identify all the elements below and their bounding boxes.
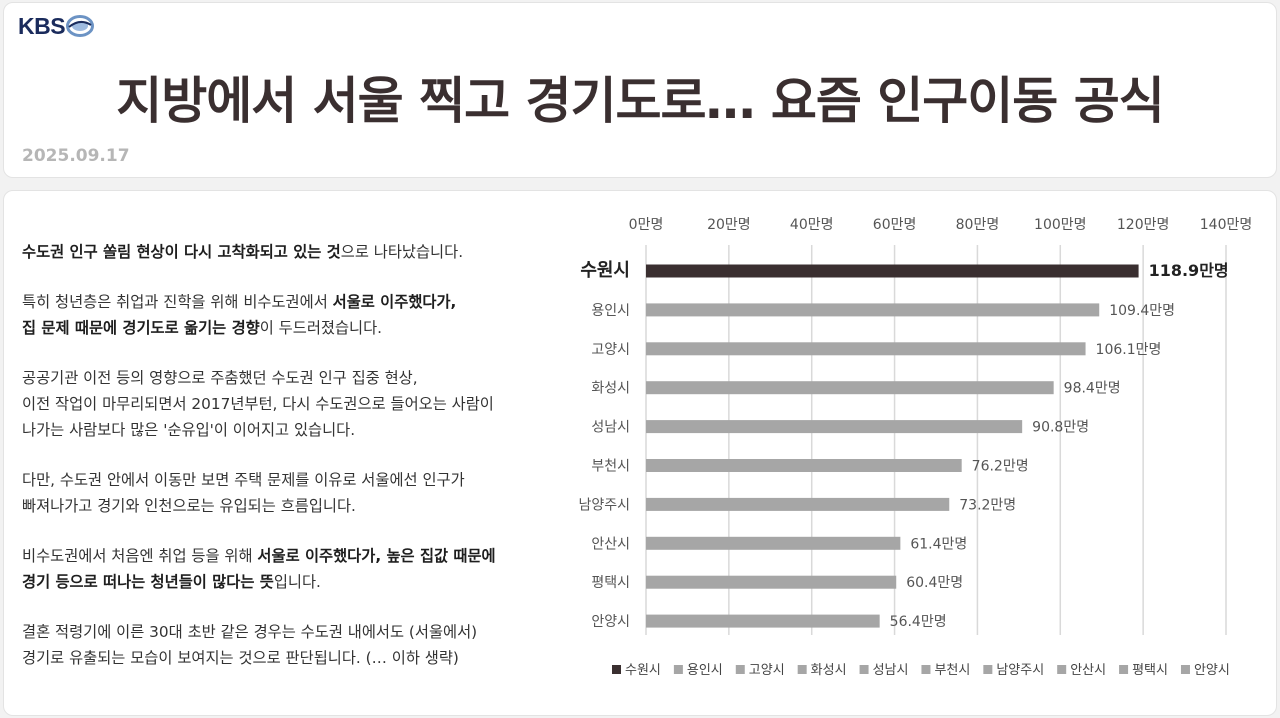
bar bbox=[646, 575, 897, 589]
emphasis-text: 집 문제 때문에 경기도로 옮기는 경향 bbox=[22, 319, 260, 337]
bar bbox=[646, 303, 1100, 317]
header-card: KBS 지방에서 서울 찍고 경기도로… 요즘 인구이동 공식 2025.09.… bbox=[3, 2, 1277, 178]
category-label: 부천시 bbox=[591, 459, 630, 475]
legend-swatch bbox=[1119, 665, 1129, 674]
paragraph-text: 다만, 수도권 안에서 이동만 보면 주택 문제를 이유로 서울에선 인구가 bbox=[22, 471, 465, 489]
value-label: 90.8만명 bbox=[1032, 420, 1089, 436]
bar bbox=[646, 614, 880, 628]
legend-swatch bbox=[735, 665, 745, 674]
value-label: 98.4만명 bbox=[1064, 381, 1121, 397]
bar bbox=[646, 497, 950, 511]
x-tick-label: 140만명 bbox=[1200, 217, 1252, 233]
legend-label: 화성시 bbox=[811, 663, 847, 678]
legend-label: 고양시 bbox=[749, 663, 785, 678]
x-tick-label: 20만명 bbox=[707, 217, 751, 233]
article-paragraph: 비수도권에서 처음엔 취업 등을 위해 서울로 이주했다가, 높은 집값 때문에… bbox=[22, 543, 552, 595]
legend-label: 수원시 bbox=[625, 663, 661, 678]
article-paragraph: 특히 청년층은 취업과 진학을 위해 비수도권에서 서울로 이주했다가, 집 문제… bbox=[22, 289, 552, 341]
legend-label: 안산시 bbox=[1070, 663, 1106, 678]
article-paragraph: 수도권 인구 쏠림 현상이 다시 고착화되고 있는 것으로 나타났습니다. bbox=[22, 239, 552, 265]
legend-swatch bbox=[859, 665, 869, 674]
paragraph-text: 공공기관 이전 등의 영향으로 주춤했던 수도권 인구 집중 현상, bbox=[22, 369, 418, 387]
paragraph-text: 비수도권에서 처음엔 취업 등을 위해 bbox=[22, 547, 258, 565]
emphasis-text: 서울로 이주했다가, 높은 집값 때문에 bbox=[257, 547, 496, 565]
article-card: 수도권 인구 쏠림 현상이 다시 고착화되고 있는 것으로 나타났습니다. 특히 … bbox=[3, 190, 1277, 716]
kbs-logo[interactable]: KBS bbox=[18, 12, 95, 40]
value-label: 118.9만명 bbox=[1149, 261, 1229, 280]
bar bbox=[646, 459, 962, 472]
emphasis-text: 수도권 인구 쏠림 현상이 다시 고착화되고 있는 것 bbox=[22, 243, 341, 261]
emphasis-text: 서울로 이주했다가, bbox=[332, 293, 457, 311]
bar bbox=[646, 381, 1054, 395]
bar bbox=[646, 342, 1086, 356]
paragraph-text: 경기로 유출되는 모습이 보여지는 것으로 판단됩니다. (… 이하 생략) bbox=[22, 649, 459, 667]
category-label: 성남시 bbox=[591, 420, 630, 436]
x-tick-label: 120만명 bbox=[1117, 217, 1169, 233]
category-label: 안양시 bbox=[591, 614, 630, 630]
x-tick-label: 0만명 bbox=[629, 217, 664, 233]
kbs-logo-mark-icon bbox=[66, 15, 95, 37]
emphasis-text: 경기 등으로 떠나는 청년들이 많다는 뜻 bbox=[22, 573, 274, 591]
value-label: 106.1만명 bbox=[1096, 342, 1162, 358]
paragraph-text: 특히 청년층은 취업과 진학을 위해 비수도권에서 bbox=[22, 293, 333, 311]
value-label: 109.4만명 bbox=[1109, 303, 1175, 319]
category-label: 수원시 bbox=[580, 260, 630, 281]
paragraph-text: 이전 작업이 마무리되면서 2017년부턴, 다시 수도권으로 들어오는 사람이 bbox=[22, 395, 494, 413]
legend-swatch bbox=[673, 665, 683, 674]
legend-label: 성남시 bbox=[873, 663, 909, 678]
legend-swatch bbox=[1057, 665, 1067, 674]
legend-swatch bbox=[1180, 665, 1190, 674]
legend-label: 남양주시 bbox=[996, 663, 1044, 678]
legend-label: 평택시 bbox=[1132, 663, 1168, 678]
category-label: 용인시 bbox=[591, 303, 630, 319]
paragraph-text: 빠져나가고 경기와 인천으로는 유입되는 흐름입니다. bbox=[22, 497, 356, 515]
category-label: 평택시 bbox=[591, 575, 630, 591]
article-paragraph: 결혼 적령기에 이른 30대 초반 같은 경우는 수도권 내에서도 (서울에서)… bbox=[22, 619, 552, 671]
x-tick-label: 100만명 bbox=[1034, 217, 1086, 233]
article-paragraph: 공공기관 이전 등의 영향으로 주춤했던 수도권 인구 집중 현상, 이전 작업이… bbox=[22, 365, 552, 443]
category-label: 화성시 bbox=[591, 381, 630, 397]
legend-swatch bbox=[921, 665, 931, 674]
bar bbox=[646, 536, 901, 550]
legend-swatch bbox=[797, 665, 807, 674]
article-body: 수도권 인구 쏠림 현상이 다시 고착화되고 있는 것으로 나타났습니다. 특히 … bbox=[22, 239, 552, 695]
paragraph-text: 나가는 사람보다 많은 '순유입'이 이어지고 있습니다. bbox=[22, 421, 356, 439]
x-tick-label: 80만명 bbox=[956, 217, 1000, 233]
paragraph-text: 입니다. bbox=[273, 573, 321, 591]
legend-label: 안양시 bbox=[1194, 663, 1230, 678]
category-label: 고양시 bbox=[591, 342, 630, 358]
legend-label: 부천시 bbox=[934, 663, 970, 678]
category-label: 안산시 bbox=[591, 536, 630, 552]
paragraph-text: 결혼 적령기에 이른 30대 초반 같은 경우는 수도권 내에서도 (서울에서) bbox=[22, 623, 478, 641]
category-label: 남양주시 bbox=[578, 497, 630, 513]
bar bbox=[646, 264, 1139, 278]
legend-swatch bbox=[983, 665, 993, 674]
headline: 지방에서 서울 찍고 경기도로… 요즘 인구이동 공식 bbox=[116, 72, 1164, 130]
value-label: 61.4만명 bbox=[910, 536, 967, 552]
legend-swatch bbox=[612, 665, 621, 674]
value-label: 56.4만명 bbox=[890, 614, 947, 630]
paragraph-text: 으로 나타났습니다. bbox=[340, 243, 464, 261]
legend-label: 용인시 bbox=[687, 663, 723, 678]
publish-date: 2025.09.17 bbox=[22, 146, 130, 166]
value-label: 73.2만명 bbox=[959, 497, 1016, 513]
logo-text: KBS bbox=[18, 12, 66, 39]
x-tick-label: 60만명 bbox=[873, 217, 917, 233]
paragraph-text: 이 두드러졌습니다. bbox=[259, 319, 383, 337]
x-tick-label: 40만명 bbox=[790, 217, 834, 233]
bar bbox=[646, 420, 1023, 434]
value-label: 60.4만명 bbox=[906, 575, 963, 591]
value-label: 76.2만명 bbox=[972, 459, 1029, 475]
